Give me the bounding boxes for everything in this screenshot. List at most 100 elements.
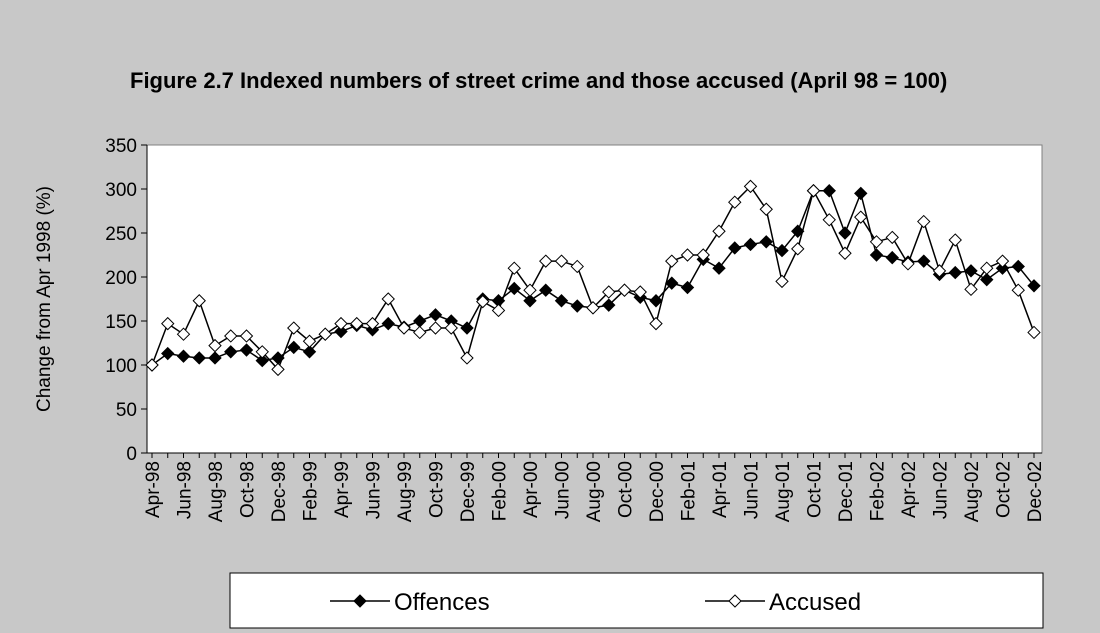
point-marker xyxy=(444,321,458,335)
point-marker xyxy=(192,294,206,308)
y-tick-label: 250 xyxy=(105,224,137,245)
x-tick-label: Jun-99 xyxy=(364,461,385,519)
y-tick-label: 50 xyxy=(116,400,137,421)
point-marker xyxy=(791,242,805,256)
point-marker xyxy=(523,283,537,297)
point-marker xyxy=(365,316,380,331)
x-tick-label: Oct-00 xyxy=(616,461,637,518)
point-marker xyxy=(838,246,852,260)
x-tick-label: Oct-99 xyxy=(427,461,448,518)
point-marker xyxy=(208,338,222,353)
point-marker xyxy=(239,329,254,343)
point-marker xyxy=(507,261,521,275)
point-marker xyxy=(980,261,994,275)
x-tick-label: Aug-02 xyxy=(962,461,983,522)
y-tick-label: 300 xyxy=(105,180,137,201)
point-marker xyxy=(728,241,742,255)
point-marker xyxy=(869,248,884,262)
y-tick-label: 0 xyxy=(126,444,137,465)
legend-marker xyxy=(728,594,742,608)
legend-marker xyxy=(353,594,367,608)
y-tick-label: 150 xyxy=(105,312,137,333)
point-marker xyxy=(255,345,269,359)
point-marker xyxy=(413,325,427,340)
point-marker xyxy=(1027,279,1041,293)
point-marker xyxy=(381,316,395,331)
x-tick-label: Dec-02 xyxy=(1025,461,1046,522)
point-marker xyxy=(775,274,789,289)
point-marker xyxy=(554,294,569,308)
point-marker xyxy=(964,282,978,297)
point-marker xyxy=(302,345,317,359)
legend-label: Accused xyxy=(769,589,861,616)
y-axis-label: Change from Apr 1998 (%) xyxy=(34,186,55,412)
point-marker xyxy=(712,261,726,275)
legend-label: Offences xyxy=(394,589,490,616)
x-tick-label: Feb-99 xyxy=(301,461,322,521)
point-marker xyxy=(381,292,395,306)
point-marker xyxy=(995,261,1010,275)
point-marker xyxy=(995,254,1010,268)
point-marker xyxy=(759,202,773,216)
point-marker xyxy=(334,316,348,331)
point-marker xyxy=(838,226,852,240)
x-tick-label: Apr-02 xyxy=(899,461,920,518)
point-marker xyxy=(854,210,868,224)
x-tick-label: Jun-02 xyxy=(931,461,952,519)
point-marker xyxy=(350,316,364,331)
point-marker xyxy=(570,299,584,313)
y-tick-label: 100 xyxy=(105,356,137,377)
point-marker xyxy=(649,316,663,331)
x-tick-label: Feb-00 xyxy=(490,461,511,521)
point-marker xyxy=(885,250,899,265)
point-marker xyxy=(665,276,679,290)
x-tick-label: Dec-01 xyxy=(836,461,857,522)
point-marker xyxy=(554,254,569,268)
x-tick-label: Jun-00 xyxy=(553,461,574,519)
x-tick-label: Apr-99 xyxy=(332,461,353,518)
point-marker xyxy=(145,358,159,372)
point-marker xyxy=(948,265,962,280)
point-marker xyxy=(728,195,742,209)
point-marker xyxy=(806,184,821,198)
plot-area xyxy=(146,144,1043,454)
point-marker xyxy=(665,254,679,268)
x-tick-label: Dec-00 xyxy=(647,461,668,522)
point-marker xyxy=(917,254,931,268)
x-tick-label: Oct-98 xyxy=(238,461,259,518)
point-marker xyxy=(602,298,616,312)
point-marker xyxy=(791,224,805,238)
y-tick-label: 350 xyxy=(105,136,137,157)
point-marker xyxy=(570,259,584,274)
point-marker xyxy=(743,237,758,252)
x-tick-label: Feb-02 xyxy=(868,461,889,521)
point-marker xyxy=(586,301,600,315)
point-marker xyxy=(822,184,836,198)
point-marker xyxy=(854,186,868,201)
point-marker xyxy=(932,264,947,278)
point-marker xyxy=(917,214,931,229)
point-marker xyxy=(334,324,348,339)
point-marker xyxy=(712,224,726,238)
x-tick-label: Jun-98 xyxy=(175,461,196,519)
point-marker xyxy=(271,362,285,377)
point-marker xyxy=(161,316,175,331)
x-tick-label: Oct-01 xyxy=(805,461,826,518)
point-marker xyxy=(161,346,175,361)
point-marker xyxy=(539,283,553,297)
point-marker xyxy=(523,294,537,308)
point-marker xyxy=(948,233,962,247)
point-marker xyxy=(617,283,632,297)
point-marker xyxy=(649,294,663,308)
chart-title: Figure 2.7 Indexed numbers of street cri… xyxy=(130,68,948,93)
point-marker xyxy=(1011,259,1025,274)
point-marker xyxy=(318,327,332,341)
point-marker xyxy=(287,321,301,335)
point-marker xyxy=(539,254,553,268)
x-tick-label: Aug-99 xyxy=(395,461,416,522)
point-marker xyxy=(680,280,695,295)
point-marker xyxy=(743,179,758,194)
x-tick-label: Apr-00 xyxy=(521,461,542,518)
